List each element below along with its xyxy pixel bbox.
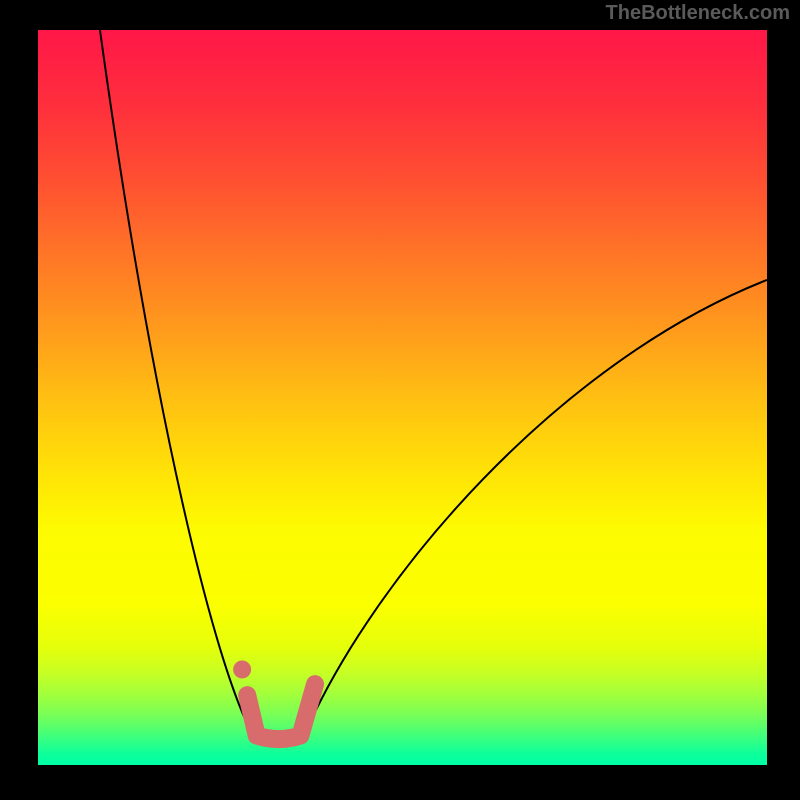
highlight-trough [247,684,315,739]
chart-area [38,30,767,765]
chart-container: TheBottleneck.com [0,0,800,800]
highlight-dot [233,660,251,678]
curve-layer [38,30,767,765]
main-curve-right [253,280,767,739]
main-curve-left [100,30,253,736]
watermark-text: TheBottleneck.com [606,2,790,25]
